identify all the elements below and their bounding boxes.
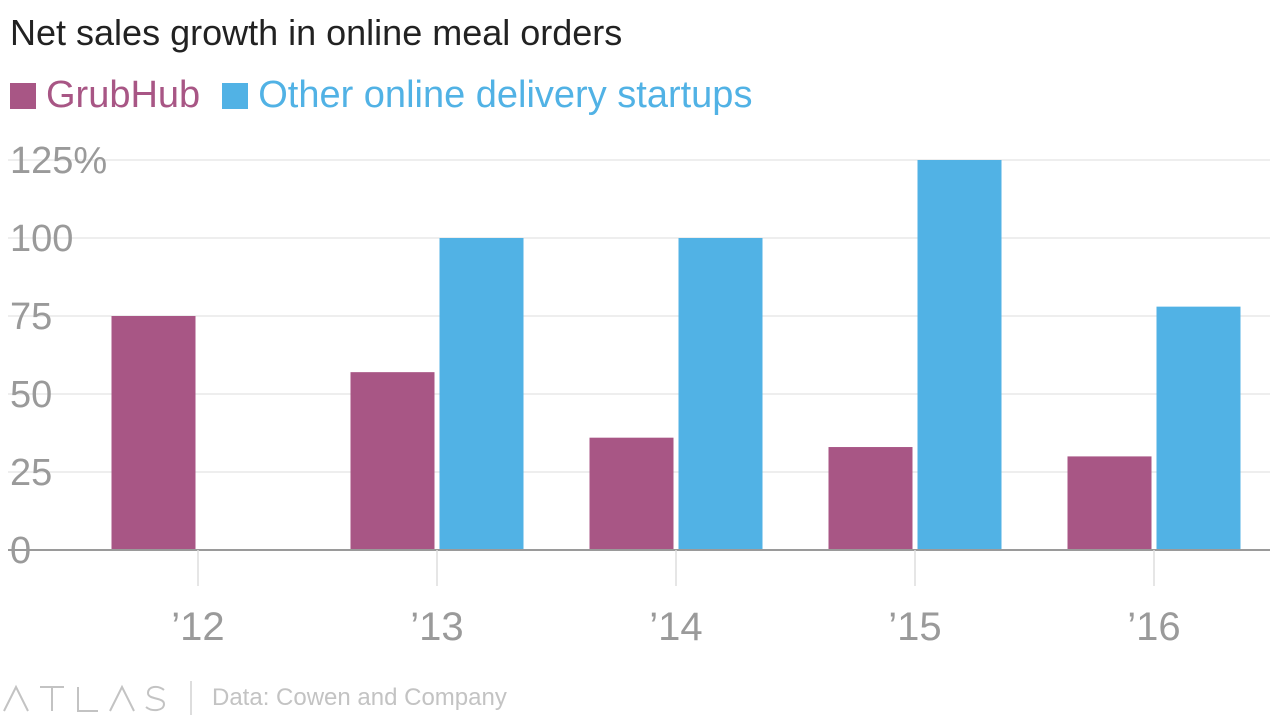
bar-other-startups xyxy=(678,238,763,550)
x-tick-label: ’15 xyxy=(888,605,941,649)
legend-swatch-grubhub xyxy=(10,82,36,109)
legend-label-grubhub: GrubHub xyxy=(46,74,201,116)
atlas-logo xyxy=(2,680,168,716)
bar-other-startups xyxy=(439,238,524,550)
x-tick-label: ’12 xyxy=(171,605,224,649)
y-tick-label: 25 xyxy=(10,452,52,494)
bar-other-startups xyxy=(917,160,1002,550)
bar-grubhub xyxy=(589,437,674,550)
legend-item-other-startups: Other online delivery startups xyxy=(222,74,752,117)
footer-divider xyxy=(190,681,192,715)
footer: Data: Cowen and Company xyxy=(0,680,1280,716)
bar-grubhub xyxy=(828,447,913,550)
bar-grubhub xyxy=(350,372,435,550)
x-tick-label: ’16 xyxy=(1127,605,1180,649)
source-note: Data: Cowen and Company xyxy=(212,684,507,711)
bar-grubhub xyxy=(1067,456,1152,550)
atlas-logo-icon xyxy=(3,684,166,712)
legend: GrubHub Other online delivery startups xyxy=(10,74,774,117)
x-tick-label: ’14 xyxy=(649,605,702,649)
y-tick-label: 125% xyxy=(10,140,107,182)
legend-swatch-other-startups xyxy=(222,82,249,109)
y-tick-label: 50 xyxy=(10,374,52,416)
bar-grubhub xyxy=(111,316,196,550)
bar-other-startups xyxy=(1156,306,1241,550)
x-tick-label: ’13 xyxy=(410,605,463,649)
legend-item-grubhub: GrubHub xyxy=(10,74,200,117)
y-tick-label: 100 xyxy=(10,218,73,260)
chart-title: Net sales growth in online meal orders xyxy=(10,12,623,53)
y-tick-label: 75 xyxy=(10,296,52,338)
legend-label-other-startups: Other online delivery startups xyxy=(258,74,753,116)
